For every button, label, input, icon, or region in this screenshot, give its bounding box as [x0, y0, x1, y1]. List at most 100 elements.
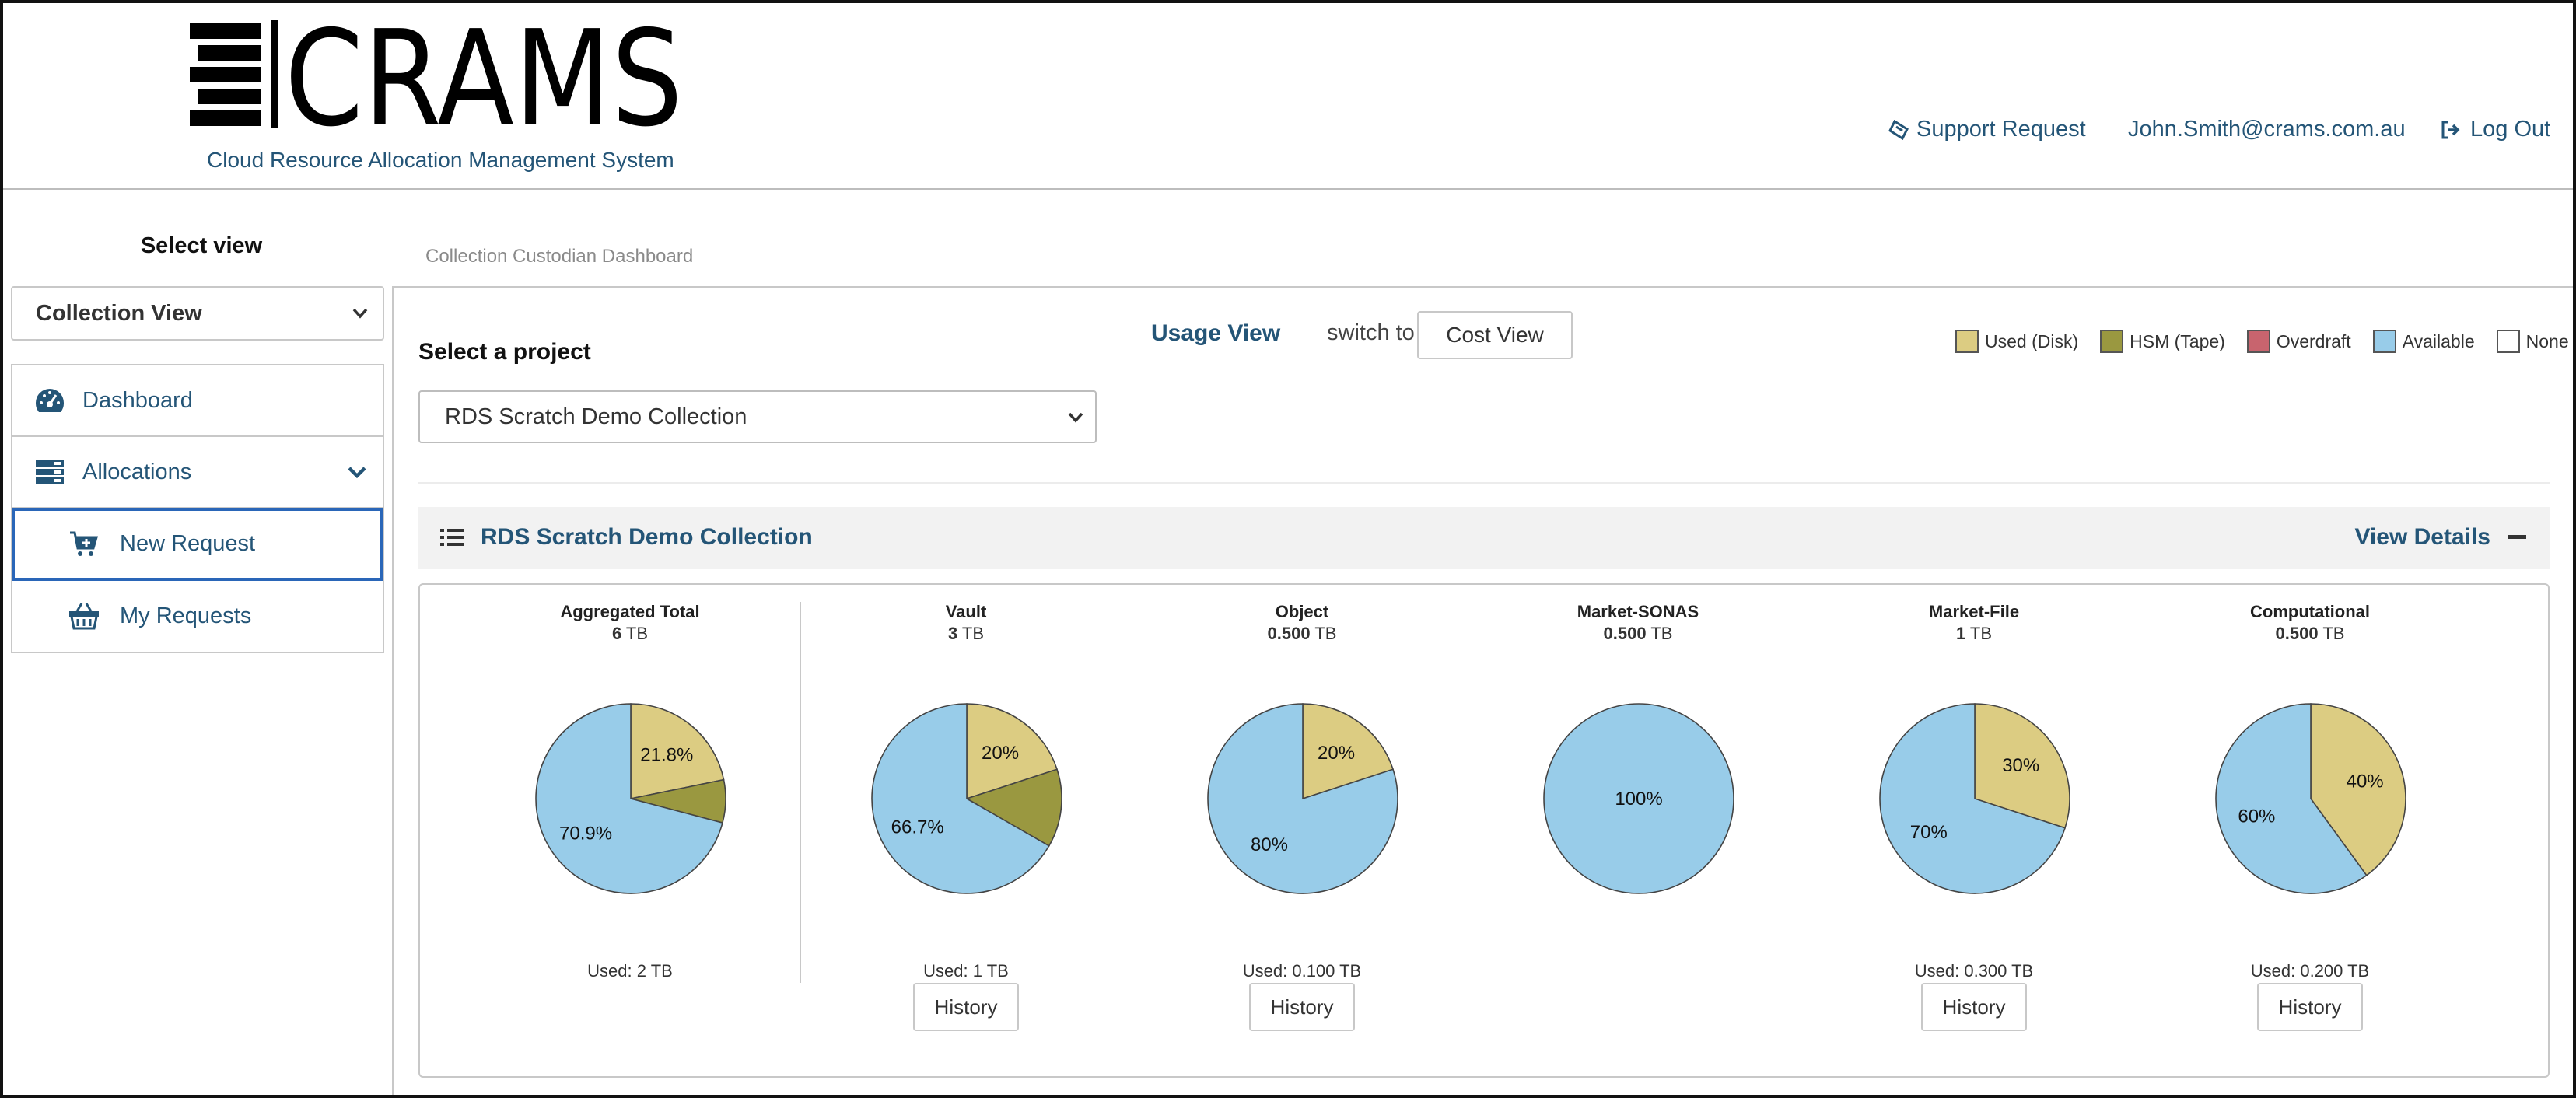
chart-total-unit: TB [1310, 624, 1337, 643]
sidebar-item-label: My Requests [120, 603, 252, 628]
ticket-icon [1888, 119, 1909, 140]
chart-total: 0.500 TB [1475, 624, 1801, 644]
collection-header: RDS Scratch Demo Collection View Details [418, 507, 2550, 569]
sidebar-nav: Dashboard Allocations [11, 364, 384, 653]
logout-link[interactable]: Log Out [2441, 117, 2550, 142]
chart-title: Object [1275, 602, 1329, 621]
project-select[interactable]: RDS Scratch Demo Collection [418, 390, 1097, 443]
chart-title: Vault [945, 602, 987, 621]
chevron-down-icon [352, 308, 368, 319]
cost-view-button[interactable]: Cost View [1417, 311, 1573, 359]
chart-total-unit: TB [957, 624, 985, 643]
breadcrumb: Collection Custodian Dashboard [425, 246, 694, 267]
pie-slice-hsm-tape[interactable] [965, 768, 1062, 847]
pie-slice-available[interactable] [535, 703, 723, 894]
sidebar-item-label: Allocations [82, 459, 192, 484]
chart-object: Object 0.500 TB 20% 80% Used: 0.100 TB Histor… [1139, 585, 1465, 1079]
pie-slice-available[interactable] [871, 703, 1050, 894]
pie-label: 20% [982, 743, 1019, 764]
chart-total-unit: TB [1965, 624, 1993, 643]
chevron-down-icon[interactable] [347, 465, 367, 479]
legend-label: Overdraft [2276, 330, 2351, 351]
chart-used: Used: 2 TB [587, 961, 673, 981]
chart-title: Market-File [1928, 602, 2020, 621]
usage-view-label: Usage View [1151, 320, 1281, 346]
pie-label: 40% [2347, 771, 2384, 792]
view-details-toggle[interactable]: View Details [2354, 524, 2526, 551]
pie-slice-available[interactable] [1207, 703, 1398, 894]
legend-label: None [2525, 330, 2569, 351]
tagline: Cloud Resource Allocation Management Sys… [207, 148, 674, 172]
pie-slice-used-disk[interactable] [2310, 703, 2406, 876]
chart-title: Market-SONAS [1577, 602, 1699, 621]
legend-available: Available [2372, 330, 2475, 353]
crams-logo[interactable]: CRAMS [190, 3, 688, 156]
pie-label: 70% [1910, 822, 1948, 843]
history-button[interactable]: History [2257, 983, 2363, 1031]
chevron-down-icon [1068, 412, 1083, 423]
basket-icon [65, 602, 103, 630]
chart-total: 1 TB [1811, 624, 2137, 644]
collection-panel: Aggregated Total 6 TB 21.8% 70.9% Used: 2 TB… [418, 583, 2550, 1078]
pie-slice-used-disk[interactable] [1974, 703, 2070, 829]
history-button[interactable]: History [1921, 983, 2027, 1031]
pie-slice-available[interactable] [1543, 703, 1734, 894]
chart-total-unit: TB [621, 624, 649, 643]
pie-chart: 40% 60% [2215, 703, 2406, 894]
chart-total-unit: TB [1646, 624, 1673, 643]
legend-none: None [2496, 330, 2569, 353]
chart-used: Used: 0.200 TB [2250, 961, 2370, 981]
logout-label: Log Out [2470, 117, 2551, 142]
main-content: Select a project RDS Scratch Demo Collec… [392, 286, 2573, 1095]
sidebar-item-my-requests[interactable]: My Requests [12, 580, 383, 652]
view-details-label: View Details [2354, 524, 2490, 550]
chart-total: 0.500 TB [1139, 624, 1465, 644]
sidebar-item-label: Dashboard [82, 387, 193, 413]
legend-swatch [2246, 330, 2270, 353]
chart-total-value: 0.500 [2275, 624, 2319, 643]
pie-label: 70.9% [559, 824, 612, 844]
chart-market-sonas: Market-SONAS 0.500 TB 100% [1475, 585, 1801, 1079]
view-select[interactable]: Collection View [11, 286, 384, 341]
pie-chart: 20% 66.7% [871, 703, 1062, 894]
legend-swatch [2100, 330, 2124, 353]
sidebar-item-new-request[interactable]: New Request [12, 508, 383, 581]
chart-title: Aggregated Total [560, 602, 700, 621]
chart-total: 3 TB [803, 624, 1129, 644]
history-button[interactable]: History [1249, 983, 1355, 1031]
legend-swatch [2496, 330, 2520, 353]
pie-label: 30% [2002, 755, 2039, 776]
pie-chart: 30% 70% [1879, 703, 2070, 894]
pie-slice-used-disk[interactable] [1302, 703, 1395, 800]
dashboard-icon [31, 387, 68, 414]
support-request-link[interactable]: Support Request [1888, 117, 2086, 142]
chart-market-file: Market-File 1 TB 30% 70% Used: 0.300 TB Histo… [1811, 585, 2137, 1079]
pie-label: 60% [2238, 806, 2275, 827]
list-icon [440, 529, 464, 546]
pie-chart: 21.8% 70.9% [535, 703, 726, 894]
server-icon [31, 459, 68, 485]
sidebar-item-allocations[interactable]: Allocations [12, 437, 383, 509]
history-button[interactable]: History [913, 983, 1019, 1031]
chart-used: Used: 0.100 TB [1242, 961, 1362, 981]
sidebar-item-dashboard[interactable]: Dashboard [12, 365, 383, 437]
pie-slice-used-disk[interactable] [966, 703, 1059, 800]
support-request-label: Support Request [1916, 117, 2086, 142]
chart-total-unit: TB [2318, 624, 2345, 643]
view-select-value: Collection View [36, 300, 202, 326]
legend-swatch [1955, 330, 1979, 353]
pie-slice-available[interactable] [1879, 703, 2067, 894]
legend-hsm-tape: HSM (Tape) [2100, 330, 2225, 353]
logo-bars-icon: CRAMS [190, 3, 683, 156]
chart-used: Used: 1 TB [923, 961, 1009, 981]
user-email-link[interactable]: John.Smith@crams.com.au [2128, 117, 2406, 142]
chart-total: 0.500 TB [2147, 624, 2473, 644]
pie-label: 21.8% [640, 744, 693, 765]
pie-slice-used-disk[interactable] [630, 703, 725, 799]
sign-out-icon [2441, 121, 2460, 138]
legend-swatch [2372, 330, 2396, 353]
pie-slice-available[interactable] [2215, 703, 2368, 894]
project-select-value: RDS Scratch Demo Collection [445, 404, 747, 429]
legend-used-disk: Used (Disk) [1955, 330, 2078, 353]
